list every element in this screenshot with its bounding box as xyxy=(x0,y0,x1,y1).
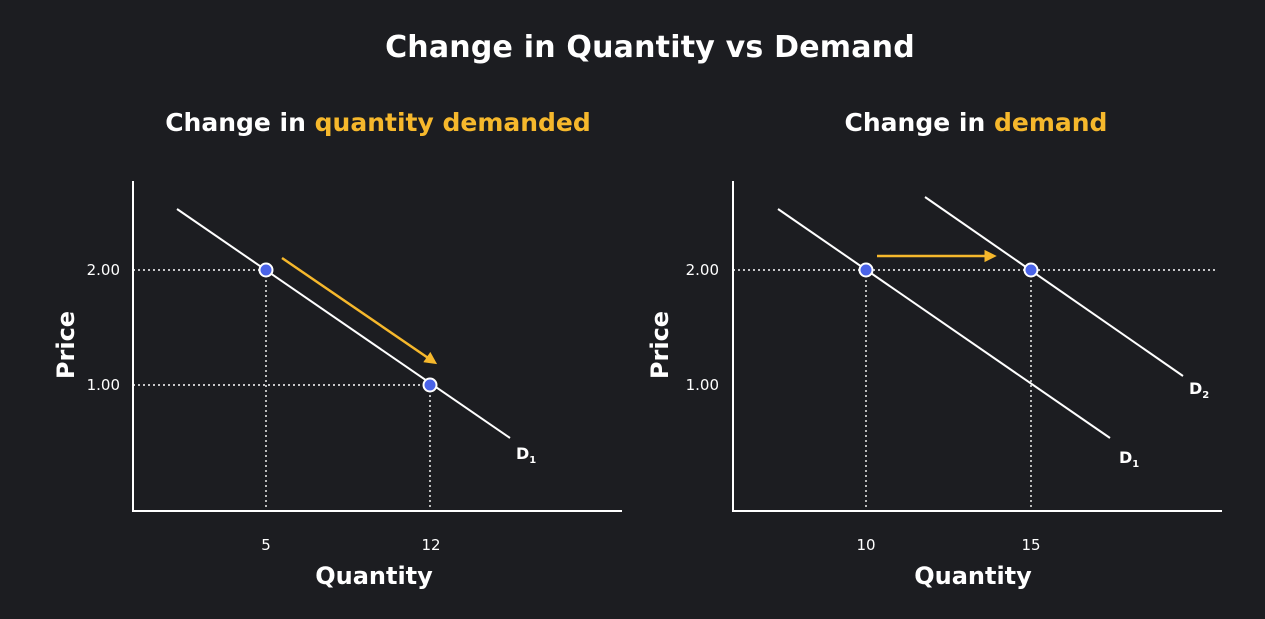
left-x-axis-title: Quantity xyxy=(315,562,433,590)
left-y-axis-title: Price xyxy=(52,311,80,379)
left-curve-label-d1-sub: 1 xyxy=(529,455,536,466)
right-y-tick-1: 1.00 xyxy=(686,376,719,394)
right-curve-label-d2-name: D xyxy=(1189,379,1202,398)
left-curve-label-d1: D1 xyxy=(516,444,536,466)
left-y-tick-1: 1.00 xyxy=(87,376,120,394)
right-curve-label-d1-sub: 1 xyxy=(1132,459,1139,470)
right-point-1 xyxy=(858,262,874,278)
left-title-highlight: quantity demanded xyxy=(314,108,591,137)
right-title-highlight: demand xyxy=(993,108,1108,137)
right-curve-label-d2: D2 xyxy=(1189,379,1209,401)
left-x-tick-5: 5 xyxy=(261,536,271,554)
left-panel-title: Change in quantity demanded xyxy=(78,108,678,137)
right-x-tick-15: 15 xyxy=(1021,536,1040,554)
left-point-1 xyxy=(258,262,274,278)
right-y-axis-title: Price xyxy=(646,311,674,379)
right-panel-title: Change in demand xyxy=(676,108,1265,137)
left-title-prefix: Change in xyxy=(165,108,315,137)
right-curve-label-d2-sub: 2 xyxy=(1202,390,1209,401)
right-chart: 2.00 1.00 10 15 Quantity Price D1 D2 xyxy=(646,181,1222,590)
right-y-tick-2: 2.00 xyxy=(686,261,719,279)
right-curve-label-d1-name: D xyxy=(1119,448,1132,467)
left-x-tick-12: 12 xyxy=(421,536,440,554)
left-point-2 xyxy=(422,377,438,393)
right-curve-label-d1: D1 xyxy=(1119,448,1139,470)
right-point-2 xyxy=(1023,262,1039,278)
right-axes xyxy=(732,181,1222,512)
left-axes xyxy=(132,181,622,512)
main-title: Change in Quantity vs Demand xyxy=(385,30,915,65)
right-title-prefix: Change in xyxy=(844,108,994,137)
left-demand-curve-d1 xyxy=(176,208,511,439)
right-x-tick-10: 10 xyxy=(856,536,875,554)
left-curve-label-d1-name: D xyxy=(516,444,529,463)
right-demand-curve-d1 xyxy=(777,208,1111,439)
right-demand-curve-d2 xyxy=(924,196,1184,377)
left-y-tick-2: 2.00 xyxy=(87,261,120,279)
left-movement-arrow xyxy=(281,256,438,365)
right-x-axis-title: Quantity xyxy=(914,562,1032,590)
left-chart: 2.00 1.00 5 12 Quantity Price D1 xyxy=(52,181,622,590)
